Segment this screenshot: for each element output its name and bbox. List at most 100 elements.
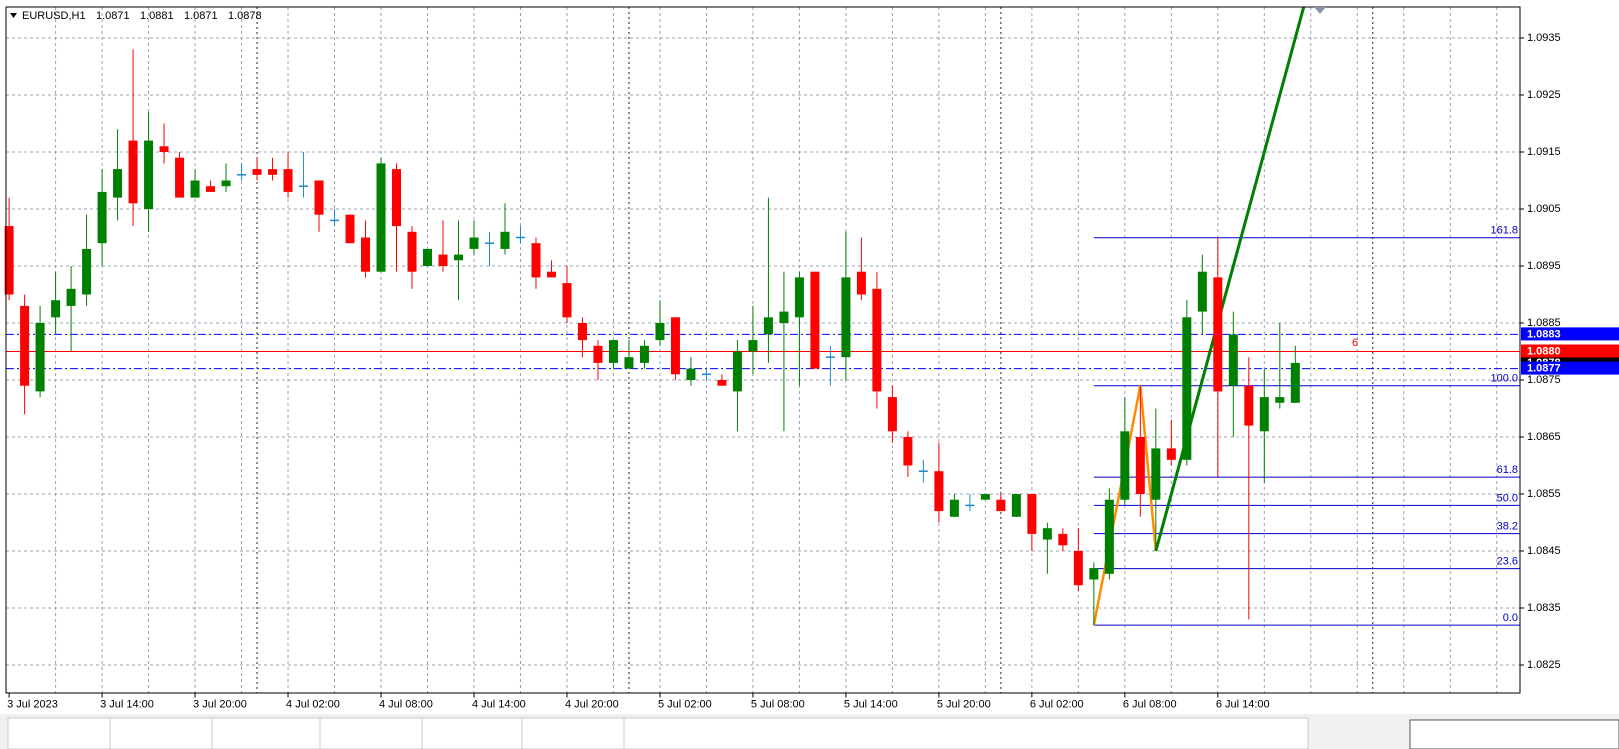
- candle-body: [453, 254, 463, 261]
- candle-body: [639, 345, 649, 363]
- candle-body: [1244, 385, 1254, 426]
- fib-level-label: 61.8: [1497, 464, 1518, 476]
- x-tick-label: 5 Jul 14:00: [844, 698, 898, 710]
- y-tick-label: 1.0845: [1527, 545, 1561, 557]
- header-value: 1.0871: [184, 10, 218, 22]
- candle-body: [175, 157, 185, 198]
- price-label-box: [1521, 327, 1619, 341]
- candle-body: [686, 368, 696, 380]
- candle-body: [531, 243, 541, 278]
- header-value: 1.0871: [96, 10, 130, 22]
- candle-body: [97, 191, 107, 244]
- x-tick-label: 4 Jul 14:00: [472, 698, 526, 710]
- candle-body: [128, 140, 138, 204]
- candle-body: [423, 248, 433, 266]
- x-tick-label: 3 Jul 20:00: [193, 698, 247, 710]
- y-tick-label: 1.0915: [1527, 146, 1561, 158]
- candle-body: [1182, 317, 1192, 460]
- candle-body: [438, 254, 448, 266]
- candle-body: [4, 226, 14, 295]
- candle-body: [159, 146, 169, 152]
- candle-body: [903, 437, 913, 466]
- fib-level-label: 161.8: [1490, 225, 1518, 237]
- x-tick-label: 6 Jul 02:00: [1030, 698, 1084, 710]
- candle-body: [1089, 568, 1099, 580]
- candle-body: [66, 288, 76, 306]
- candle-body: [1290, 362, 1300, 403]
- tab-area: [7, 717, 1309, 749]
- y-tick-label: 1.0905: [1527, 203, 1561, 215]
- axis-layer: 1.08251.08351.08451.08551.08651.08751.08…: [7, 32, 1619, 710]
- candle-body: [190, 180, 200, 198]
- header-value: 1.0881: [140, 10, 174, 22]
- x-tick-label: 3 Jul 2023: [7, 698, 58, 710]
- candle-layer: [4, 49, 1300, 626]
- candle-body: [144, 140, 154, 209]
- x-tick-label: 6 Jul 08:00: [1123, 698, 1177, 710]
- x-tick-label: 6 Jul 14:00: [1216, 698, 1270, 710]
- candle-body: [748, 340, 758, 352]
- candle-body: [392, 169, 402, 227]
- x-tick-label: 5 Jul 02:00: [658, 698, 712, 710]
- candle-body: [794, 277, 804, 318]
- candle-body: [221, 180, 231, 187]
- symbol-label: EURUSD,H1: [22, 10, 86, 22]
- fib-level-label: 23.6: [1497, 556, 1518, 568]
- price-label: 1.0883: [1527, 328, 1561, 340]
- trendline-ray: [1216, 7, 1306, 324]
- candle-body: [82, 248, 92, 295]
- candle-body: [1228, 334, 1238, 386]
- candle-body: [779, 311, 789, 323]
- candle-body: [206, 186, 216, 192]
- y-tick-label: 1.0885: [1527, 317, 1561, 329]
- candle-body: [1166, 448, 1176, 460]
- candle-body: [268, 169, 278, 175]
- x-tick-label: 4 Jul 08:00: [379, 698, 433, 710]
- y-tick-label: 1.0935: [1527, 32, 1561, 44]
- candle-body: [314, 180, 324, 215]
- candle-body: [376, 163, 386, 272]
- candle-body: [732, 351, 742, 392]
- candle-body: [763, 317, 773, 335]
- price-label: 1.0880: [1527, 345, 1561, 357]
- candle-body: [500, 231, 510, 249]
- candle-body: [546, 271, 556, 278]
- candle-body: [593, 345, 603, 363]
- fib-level-label: 0.0: [1503, 612, 1518, 624]
- candle-body: [1135, 437, 1145, 494]
- x-tick-label: 4 Jul 20:00: [565, 698, 619, 710]
- y-tick-label: 1.0835: [1527, 602, 1561, 614]
- header-ohlc: 1.0871 1.0881 1.0871 1.0878: [96, 10, 262, 22]
- scroll-box: [1409, 719, 1619, 749]
- candle-body: [624, 357, 634, 369]
- y-tick-label: 1.0855: [1527, 488, 1561, 500]
- x-tick-label: 5 Jul 08:00: [751, 698, 805, 710]
- fib-level-label: 50.0: [1497, 492, 1518, 504]
- candle-body: [934, 471, 944, 512]
- fib-level-label: 100.0: [1490, 373, 1518, 385]
- candle-body: [407, 231, 417, 272]
- candle-body: [1259, 397, 1269, 432]
- x-tick-label: 4 Jul 02:00: [286, 698, 340, 710]
- candle-body: [1058, 533, 1068, 546]
- fib-level-label: 38.2: [1497, 521, 1518, 533]
- candle-body: [1120, 431, 1130, 500]
- candle-body: [35, 323, 45, 392]
- candle-body: [949, 499, 959, 517]
- candle-body: [810, 271, 820, 369]
- x-tick-label: 3 Jul 14:00: [100, 698, 154, 710]
- header-value: 1.0878: [228, 10, 262, 22]
- bottom-tabs: [0, 714, 1619, 749]
- symbol-menu-arrow: [10, 13, 17, 18]
- y-tick-label: 1.0865: [1527, 431, 1561, 443]
- price-label-box: [1521, 361, 1619, 375]
- candle-body: [51, 300, 61, 318]
- y-tick-label: 1.0875: [1527, 374, 1561, 386]
- y-tick-label: 1.0895: [1527, 260, 1561, 272]
- x-tick-label: 5 Jul 20:00: [937, 698, 991, 710]
- candle-body: [345, 214, 355, 244]
- candle-body: [1011, 494, 1021, 517]
